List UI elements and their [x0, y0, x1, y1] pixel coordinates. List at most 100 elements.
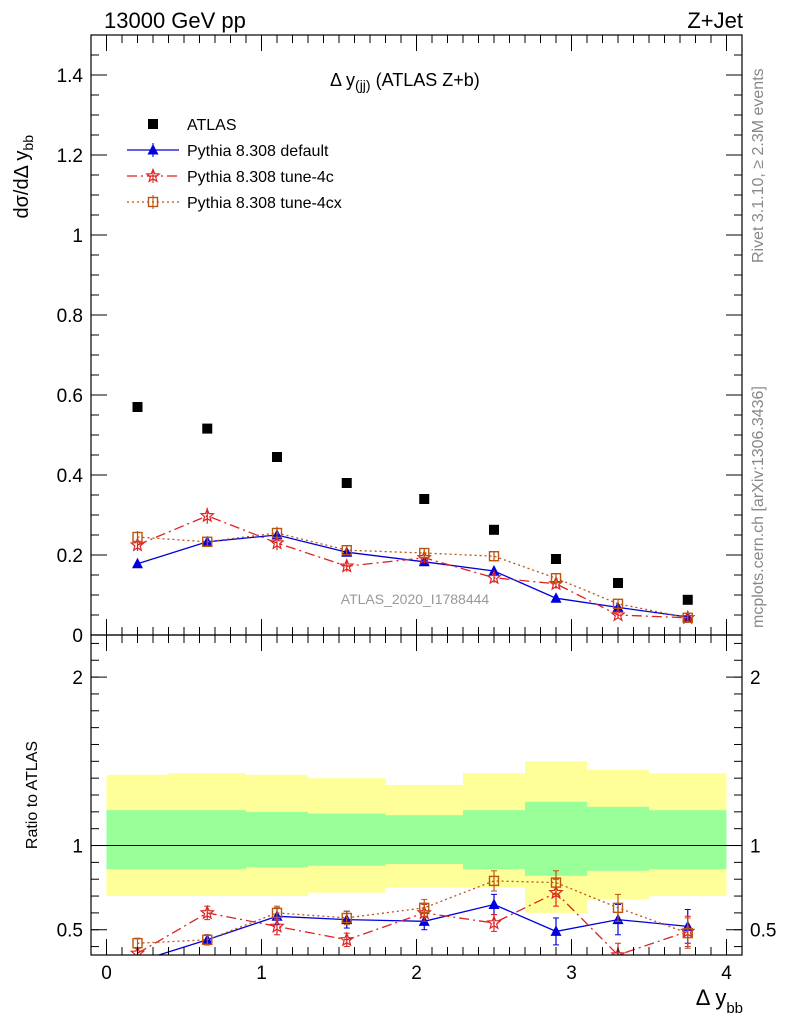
legend-label: ATLAS	[187, 117, 237, 134]
legend-marker	[145, 167, 161, 183]
data-point	[341, 478, 352, 488]
data-point	[486, 569, 502, 585]
data-point	[341, 545, 352, 556]
ratio-data-point	[199, 904, 216, 920]
data-point	[610, 606, 626, 622]
x-tick-label: 2	[411, 963, 422, 984]
ratio-y-tick-label-right: 2	[750, 668, 761, 689]
legend-marker	[147, 144, 159, 155]
data-point	[550, 573, 562, 584]
main-y-axis-label-main: dσ/dΔ y	[11, 151, 33, 219]
ratio-series-line	[156, 903, 688, 955]
data-point	[419, 494, 430, 504]
ratio-data-point	[269, 918, 285, 933]
data-point	[202, 536, 213, 547]
data-point	[682, 594, 693, 605]
ratio-data-point	[610, 946, 626, 955]
x-tick-label: 3	[566, 963, 577, 984]
data-point	[271, 527, 283, 539]
x-tick-label: 1	[256, 963, 267, 984]
legend-item: Pythia 8.308 tune-4cx	[127, 195, 342, 212]
data-point	[132, 402, 143, 412]
plot-title: Δ y(jj) (ATLAS Z+b)	[330, 70, 480, 93]
main-y-tick-label: 1.4	[57, 66, 84, 87]
data-point	[129, 536, 146, 552]
data-point	[419, 547, 430, 559]
header-energy-label: 13000 GeV pp	[104, 8, 246, 33]
x-axis-label: Δ ybb	[696, 985, 743, 1017]
main-y-tick-label: 0	[72, 626, 83, 647]
ratio-y-tick-label-right: 0.5	[750, 921, 776, 942]
legend-label: Pythia 8.308 tune-4c	[187, 169, 334, 186]
analysis-watermark: ATLAS_2020_I1788444	[341, 591, 490, 607]
ratio-y-tick-label: 2	[72, 668, 83, 689]
side-mcplots-label: mcplots.cern.ch [arXiv:1306.3436]	[750, 386, 767, 628]
main-series-layer	[129, 402, 696, 625]
legend-marker	[147, 196, 159, 208]
data-point	[338, 558, 355, 573]
data-point	[202, 423, 213, 434]
legend-label: Pythia 8.308 default	[187, 143, 329, 160]
ratio-data-point	[682, 927, 693, 939]
ratio-inner-band	[106, 810, 169, 870]
data-point	[612, 598, 624, 609]
ratio-y-tick-label-right: 1	[750, 837, 761, 858]
main-y-axis-label-sub: bb	[20, 135, 36, 151]
data-point	[551, 554, 561, 564]
ratio-data-point	[488, 898, 500, 909]
ratio-data-point	[419, 902, 430, 914]
ratio-inner-band	[649, 810, 727, 870]
data-point	[199, 507, 216, 523]
ratio-inner-band	[385, 815, 463, 865]
main-y-tick-label: 0.2	[57, 546, 83, 567]
plot-title-main: Δ y	[330, 70, 355, 90]
ratio-uncertainty-bands	[106, 761, 727, 913]
main-plot-panel: 0 0.2 0.4 0.6 0.8 1 1.2 1.4 Δ y(jj) (ATLAS Z+b)…	[11, 34, 743, 647]
data-point	[132, 557, 143, 569]
ratio-data-point	[271, 907, 283, 919]
ratio-data-point	[129, 945, 146, 955]
main-y-tick-label: 0.6	[57, 386, 83, 407]
ratio-data-point	[338, 931, 355, 947]
ratio-data-point	[550, 877, 562, 888]
ratio-y-tick-label: 0.5	[57, 921, 83, 942]
plot-title-rest: (ATLAS Z+b)	[371, 70, 480, 90]
main-y-tick-label: 1	[72, 226, 83, 247]
ratio-data-point	[202, 934, 213, 946]
ratio-data-point	[488, 875, 500, 887]
main-x-ticks	[106, 35, 727, 635]
side-rivet-label: Rivet 3.1.10, ≥ 2.3M events	[750, 68, 767, 263]
ratio-inner-band	[308, 813, 386, 866]
data-point	[132, 531, 143, 543]
ratio-inner-band	[246, 811, 308, 868]
ratio-y-tick-label: 1	[72, 837, 83, 858]
x-axis-label-main: Δ y	[696, 985, 727, 1010]
ratio-plot-panel: 0.5 0.5 1 1 2 2 0 1 2 3 4 Ratio to ATLAS Δ ybb	[24, 634, 776, 1017]
legend-item: ATLAS	[148, 117, 237, 134]
data-point	[488, 551, 500, 562]
ratio-data-point	[548, 884, 564, 900]
ratio-inner-band	[168, 810, 246, 870]
legend: ATLAS Pythia 8.308 default Pythia 8.308 tu…	[127, 117, 342, 212]
ratio-y-axis: 0.5 0.5 1 1 2 2	[57, 642, 776, 948]
ratio-inner-band	[463, 810, 525, 870]
main-y-tick-label: 0.4	[57, 466, 84, 487]
legend-marker	[148, 119, 158, 129]
ratio-y-axis-label: Ratio to ATLAS	[24, 741, 41, 849]
data-point	[489, 524, 499, 535]
ratio-inner-band	[525, 801, 587, 876]
plot-title-sub: (jj)	[355, 77, 371, 93]
legend-item: Pythia 8.308 tune-4c	[127, 167, 334, 186]
x-axis-label-sub: bb	[726, 1000, 743, 1017]
legend-item: Pythia 8.308 default	[127, 143, 329, 160]
ratio-series-layer	[129, 870, 696, 955]
ratio-inner-band	[587, 806, 649, 871]
ratio-data-point	[612, 902, 624, 914]
main-y-tick-label: 0.8	[57, 306, 83, 327]
data-point	[613, 578, 623, 588]
x-tick-label: 0	[101, 963, 112, 984]
main-series-atlas	[132, 402, 693, 605]
ratio-data-point	[341, 912, 352, 924]
data-point	[682, 612, 693, 623]
